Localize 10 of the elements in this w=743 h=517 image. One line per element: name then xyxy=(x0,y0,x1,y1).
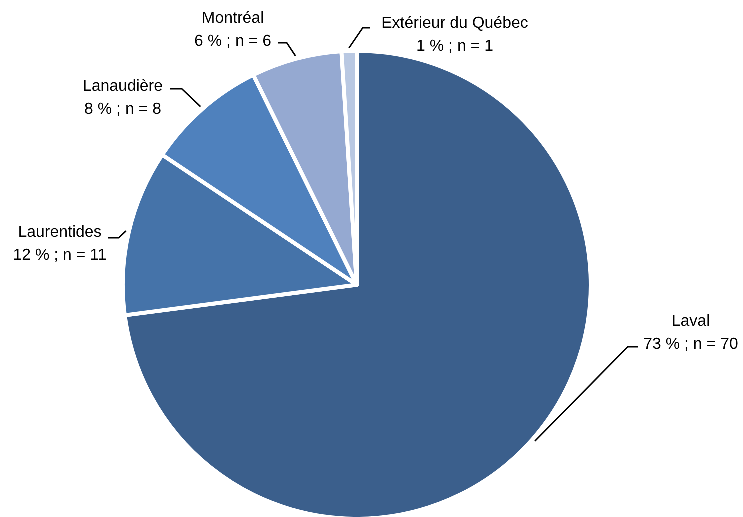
data-label: 73 % ; n = 70 xyxy=(644,336,738,353)
data-label: 12 % ; n = 11 xyxy=(13,247,107,264)
slice-label: Lanaudière xyxy=(82,78,164,95)
slice-label: Montréal xyxy=(202,10,264,27)
data-label: 1 % ; n = 1 xyxy=(416,38,494,55)
slice-label: Laurentides xyxy=(18,224,102,241)
data-label: 8 % ; n = 8 xyxy=(84,101,162,118)
slice-label: Laval xyxy=(672,313,710,330)
data-label: 6 % ; n = 6 xyxy=(194,33,272,50)
slice-label: Extérieur du Québec xyxy=(382,15,528,32)
